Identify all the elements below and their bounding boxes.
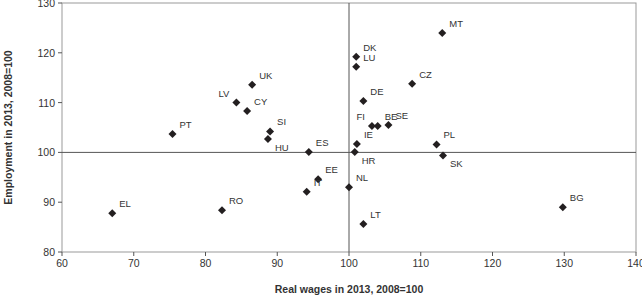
point [433,140,441,148]
point [384,121,392,129]
x-tick [420,252,421,256]
point-label: EE [325,164,338,175]
x-tick-label: 100 [340,257,358,269]
point [168,130,176,138]
x-tick-label: 130 [555,257,573,269]
point-label: CY [254,96,268,107]
point [266,127,274,135]
point-label: EL [119,198,131,209]
point [305,148,313,156]
point-label: LV [218,88,230,99]
point [352,63,360,71]
point [359,220,367,228]
x-tick-label: 80 [200,257,212,269]
point [439,151,447,159]
point [218,206,226,214]
point-labels: MTDKLUCZUKLVDECYBEFISEPTSIHUESIEHRPLSKEE… [119,18,583,220]
point-label: FI [357,111,365,122]
point [303,188,311,196]
point-label: PL [444,129,456,140]
point-label: ES [316,137,329,148]
y-tick [58,252,62,253]
point-label: RO [229,195,243,206]
point [352,53,360,61]
y-tick [58,52,62,53]
x-tick [636,252,637,256]
y-reference-line [62,152,636,153]
x-reference-line [349,3,350,252]
point-label: SI [277,116,286,127]
x-axis-title: Real wages in 2013, 2008=100 [275,283,424,295]
y-tick-label: 130 [37,0,55,9]
point-label: HU [275,142,289,153]
y-tick [58,202,62,203]
point [232,99,240,107]
plot-frame [62,3,636,252]
point-label: UK [259,70,273,81]
point-label: BG [570,192,584,203]
point-label: IE [364,129,373,140]
point-label: PT [179,119,191,130]
x-tick [492,252,493,256]
point-label: SK [450,158,463,169]
plot-area [62,3,636,252]
y-tick-label: 80 [43,246,55,258]
y-tick [58,102,62,103]
point-label: HR [362,155,376,166]
point [351,148,359,156]
chart: 60 70 80 90 100 110 120 130 140 80 90 100 110 120 130 R… [0,0,642,301]
x-tick [349,252,350,256]
point-label: IT [314,177,323,188]
x-tick-label: 110 [412,257,429,269]
point [559,203,567,211]
point [108,209,116,217]
point-label: SE [395,110,408,121]
x-tick [564,252,565,256]
point-label: CZ [419,69,432,80]
x-tick-label: 120 [484,257,502,269]
point [438,29,446,37]
y-tick-label: 120 [37,47,55,59]
x-tick-label: 70 [128,257,140,269]
x-tick-label: 140 [627,257,642,269]
point [243,107,251,115]
x-tick [205,252,206,256]
point [248,81,256,89]
point [353,140,361,148]
point-label: DE [370,86,383,97]
x-tick [133,252,134,256]
point [345,183,353,191]
point-label: LU [363,52,375,63]
x-tick [277,252,278,256]
point [264,135,272,143]
y-tick-label: 100 [37,146,55,158]
y-tick [58,152,62,153]
y-axis-title: Employment in 2013, 2008=100 [2,50,14,205]
point-label: LT [370,209,381,220]
point [408,80,416,88]
point-label: NL [356,172,368,183]
x-tick-label: 90 [271,257,283,269]
y-tick-label: 90 [43,196,55,208]
y-tick [58,3,62,4]
x-tick-label: 60 [56,257,68,269]
y-tick-label: 110 [38,97,55,109]
point-label: MT [449,18,463,29]
x-tick [62,252,63,256]
point [359,97,367,105]
